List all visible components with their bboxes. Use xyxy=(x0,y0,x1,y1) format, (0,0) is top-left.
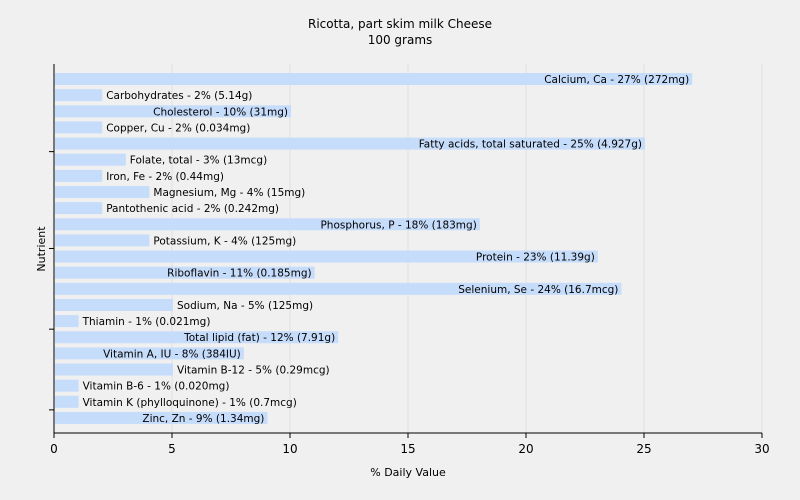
bar-label: Vitamin B-6 - 1% (0.020mg) xyxy=(83,381,230,393)
chart-title: Ricotta, part skim milk Cheese xyxy=(308,17,492,31)
bar-label: Total lipid (fat) - 12% (7.91g) xyxy=(183,332,335,344)
bar xyxy=(55,282,622,295)
bar xyxy=(55,347,244,360)
bar-labels: Calcium, Ca - 27% (272mg) Carbohydrates -… xyxy=(82,74,690,425)
y-axis-title: Nutrient xyxy=(35,226,48,272)
bar xyxy=(55,363,173,376)
x-tick-label: 20 xyxy=(518,442,533,456)
gridlines xyxy=(171,64,763,433)
bar-label: Cholesterol - 10% (31mg) xyxy=(153,106,288,118)
bar xyxy=(55,185,150,198)
bar xyxy=(55,266,315,279)
bar-label: Potassium, K - 4% (125mg) xyxy=(153,235,296,247)
axes xyxy=(49,64,763,438)
bar-label: Sodium, Na - 5% (125mg) xyxy=(177,300,313,312)
bar-label: Folate, total - 3% (13mcg) xyxy=(130,155,267,167)
bar xyxy=(55,411,268,424)
bar xyxy=(55,315,79,328)
x-axis-title: % Daily Value xyxy=(370,466,446,479)
bar xyxy=(55,218,480,231)
bar-label: Selenium, Se - 24% (16.7mcg) xyxy=(458,284,618,296)
bar-label: Copper, Cu - 2% (0.034mg) xyxy=(106,122,250,134)
x-tick-label: 5 xyxy=(168,442,176,456)
x-tick-label: 0 xyxy=(50,442,58,456)
bar xyxy=(55,331,339,344)
bar xyxy=(55,298,173,311)
bar-label: Vitamin B-12 - 5% (0.29mcg) xyxy=(177,365,330,377)
x-tick-label: 10 xyxy=(282,442,297,456)
bar-label: Vitamin K (phylloquinone) - 1% (0.7mcg) xyxy=(83,397,297,409)
x-tick-label: 25 xyxy=(636,442,651,456)
bar-label: Fatty acids, total saturated - 25% (4.92… xyxy=(419,139,642,151)
bar xyxy=(55,121,103,134)
chart-subtitle: 100 grams xyxy=(368,33,433,47)
bar-label: Zinc, Zn - 9% (1.34mg) xyxy=(142,413,264,425)
bar-label: Magnesium, Mg - 4% (15mg) xyxy=(153,187,305,199)
bar xyxy=(55,202,103,215)
bar xyxy=(55,153,126,166)
x-tick-label: 15 xyxy=(400,442,415,456)
bar-label: Vitamin A, IU - 8% (384IU) xyxy=(103,348,241,360)
x-tick-labels: 0 5 10 15 20 25 30 xyxy=(50,442,769,456)
bar-label: Carbohydrates - 2% (5.14g) xyxy=(106,90,252,102)
bar xyxy=(55,395,79,408)
bar xyxy=(55,234,150,247)
bar-label: Thiamin - 1% (0.021mg) xyxy=(82,316,211,328)
bar xyxy=(55,89,103,102)
bar xyxy=(55,169,103,182)
bar-label: Pantothenic acid - 2% (0.242mg) xyxy=(106,203,279,215)
bar xyxy=(55,379,79,392)
bars xyxy=(55,73,693,424)
bar-label: Calcium, Ca - 27% (272mg) xyxy=(544,74,689,86)
bar xyxy=(55,73,693,85)
bar xyxy=(55,250,598,263)
bar-label: Protein - 23% (11.39g) xyxy=(476,252,595,264)
bar-label: Phosphorus, P - 18% (183mg) xyxy=(320,219,476,231)
bar xyxy=(55,105,291,118)
bar xyxy=(55,137,645,150)
bar-label: Riboflavin - 11% (0.185mg) xyxy=(167,268,311,280)
bar-label: Iron, Fe - 2% (0.44mg) xyxy=(106,171,224,183)
x-tick-label: 30 xyxy=(754,442,769,456)
